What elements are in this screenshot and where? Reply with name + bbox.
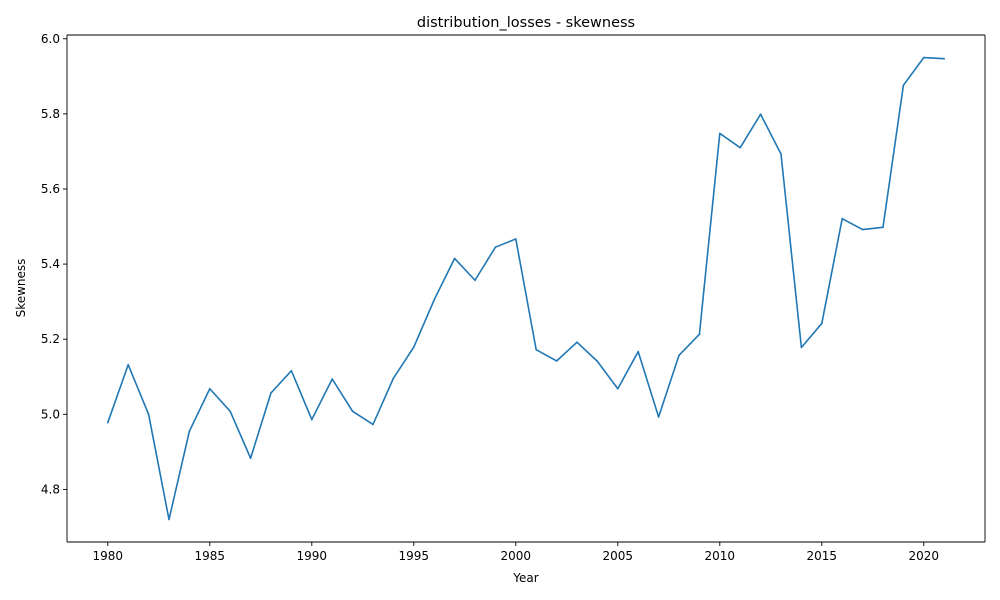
data-point — [249, 457, 252, 460]
data-point — [923, 56, 925, 59]
data-point — [433, 298, 436, 301]
data-point — [372, 423, 374, 426]
y-axis-label: Skewness — [14, 259, 28, 318]
data-point — [188, 430, 191, 433]
data-point — [637, 350, 639, 353]
data-point — [413, 346, 415, 348]
x-tick-label: 1985 — [195, 549, 226, 563]
data-point — [841, 217, 843, 220]
y-tick-label: 4.8 — [41, 482, 60, 496]
x-axis-ticks: 1980 1985 1990 1995 2000 2005 2010 2015 2020 — [93, 542, 940, 563]
data-point — [392, 377, 395, 380]
y-tick-label: 5.4 — [41, 257, 60, 271]
plot-area — [67, 35, 985, 542]
data-point — [902, 84, 905, 87]
data-point — [800, 346, 803, 349]
data-point — [494, 246, 497, 248]
data-point — [535, 348, 537, 351]
data-point — [596, 360, 599, 363]
x-tick-label: 2010 — [705, 549, 736, 563]
data-point — [780, 153, 782, 155]
data-point — [821, 322, 823, 325]
data-point — [453, 257, 456, 260]
data-point — [127, 363, 129, 366]
y-tick-label: 5.8 — [41, 107, 60, 121]
data-point — [311, 418, 313, 421]
data-point — [474, 279, 476, 282]
data-point — [861, 228, 864, 231]
data-point — [168, 518, 170, 521]
data-point — [209, 387, 211, 390]
data-point — [229, 410, 231, 413]
y-tick-label: 5.2 — [41, 332, 60, 346]
x-tick-label: 2020 — [909, 549, 940, 563]
data-point — [147, 413, 150, 416]
x-tick-label: 2005 — [603, 549, 634, 563]
data-point — [351, 410, 354, 413]
data-point — [943, 57, 945, 60]
data-point — [290, 369, 293, 372]
data-point — [739, 146, 741, 149]
data-point — [719, 132, 721, 135]
y-tick-label: 6.0 — [41, 32, 60, 46]
data-point — [617, 387, 619, 390]
data-point — [759, 113, 762, 116]
x-tick-label: 1995 — [399, 549, 430, 563]
data-point — [555, 360, 558, 362]
x-tick-label: 2015 — [807, 549, 838, 563]
x-tick-label: 2000 — [501, 549, 532, 563]
data-point — [698, 333, 701, 336]
data-point — [678, 354, 680, 357]
data-point — [576, 341, 578, 344]
data-point — [657, 416, 660, 418]
y-tick-label: 5.6 — [41, 182, 60, 196]
series-layer — [107, 56, 946, 521]
x-tick-label: 1980 — [93, 549, 124, 563]
series-line — [107, 56, 946, 521]
y-axis-ticks: 4.8 5.0 5.2 5.4 5.6 5.8 6.0 — [41, 32, 67, 496]
data-point — [331, 378, 334, 380]
data-point — [882, 226, 884, 229]
y-tick-label: 5.0 — [41, 407, 60, 421]
data-point — [107, 421, 109, 424]
data-point — [270, 392, 272, 394]
x-tick-label: 1990 — [297, 549, 328, 563]
x-axis-label: Year — [512, 571, 538, 585]
axes-layer — [66, 34, 986, 543]
data-point — [515, 238, 517, 240]
chart-title: distribution_losses - skewness — [417, 15, 635, 31]
